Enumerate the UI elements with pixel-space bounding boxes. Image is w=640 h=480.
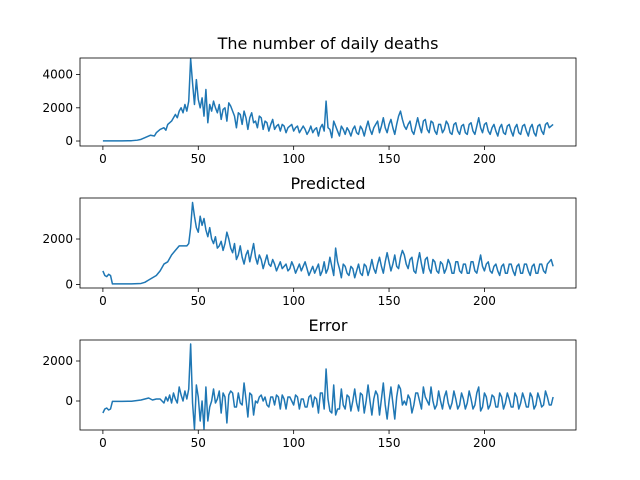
- y-tick-label-error: 2000: [42, 354, 73, 368]
- axes-frame-deaths: [79, 57, 577, 147]
- series-line-deaths: [102, 58, 554, 142]
- x-tick-label-predicted: 50: [191, 294, 206, 308]
- x-tick-label-deaths: 200: [473, 152, 496, 166]
- x-tick-label-error: 0: [99, 436, 107, 450]
- axes-frame-error: [79, 339, 577, 431]
- x-tick-label-deaths: 150: [378, 152, 401, 166]
- y-tick-label-predicted: 2000: [42, 232, 73, 246]
- y-tick-label-deaths: 0: [65, 134, 73, 148]
- axes-frame-predicted: [79, 197, 577, 289]
- subplot-title-predicted: Predicted: [290, 174, 365, 193]
- y-tick-label-error: 0: [65, 394, 73, 408]
- x-tick-label-error: 150: [378, 436, 401, 450]
- x-tick-label-error: 200: [473, 436, 496, 450]
- y-tick-label-deaths: 4000: [42, 68, 73, 82]
- series-line-error: [102, 343, 554, 430]
- subplot-title-deaths: The number of daily deaths: [217, 34, 439, 53]
- x-tick-label-predicted: 0: [99, 294, 107, 308]
- x-tick-label-predicted: 150: [378, 294, 401, 308]
- y-tick-label-predicted: 0: [65, 278, 73, 292]
- subplot-title-error: Error: [309, 316, 348, 335]
- x-tick-label-predicted: 100: [282, 294, 305, 308]
- x-tick-label-predicted: 200: [473, 294, 496, 308]
- y-tick-label-deaths: 2000: [42, 101, 73, 115]
- x-tick-label-error: 100: [282, 436, 305, 450]
- x-tick-label-deaths: 100: [282, 152, 305, 166]
- series-line-predicted: [102, 201, 554, 285]
- x-tick-label-deaths: 50: [191, 152, 206, 166]
- x-tick-label-error: 50: [191, 436, 206, 450]
- x-tick-label-deaths: 0: [99, 152, 107, 166]
